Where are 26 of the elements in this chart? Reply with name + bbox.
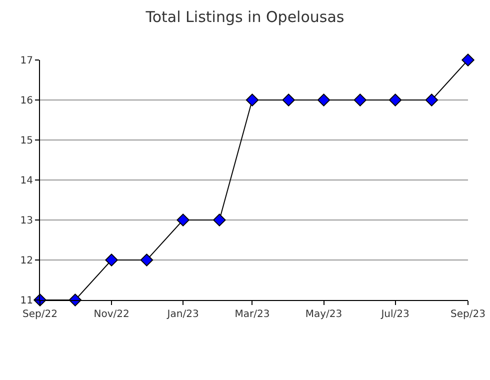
point xyxy=(354,94,366,106)
x-tick-label: Mar/23 xyxy=(234,309,270,320)
y-tick-label: 17 xyxy=(20,56,33,66)
point xyxy=(140,254,154,266)
point xyxy=(317,94,330,106)
y-tick-label: 13 xyxy=(20,216,33,226)
y-tick-label: 16 xyxy=(20,96,33,106)
point xyxy=(462,54,474,66)
x-tick-label: Jul/23 xyxy=(380,309,410,320)
x-tick-label: Nov/22 xyxy=(94,309,130,320)
chart-title: Total Listings in Opelousas xyxy=(144,8,344,26)
y-tick-label: 12 xyxy=(20,256,33,266)
y-tick-label: 15 xyxy=(20,136,33,146)
x-tick-label: May/23 xyxy=(305,309,342,320)
x-tick-label: Jan/23 xyxy=(166,309,199,320)
x-tick-label: Sep/22 xyxy=(22,309,58,320)
point xyxy=(425,94,438,106)
point xyxy=(282,94,295,106)
y-tick-label: 14 xyxy=(20,176,33,186)
point xyxy=(105,254,118,266)
point xyxy=(213,214,226,226)
y-tick-label: 11 xyxy=(20,296,33,306)
point xyxy=(388,94,402,106)
x-tick-label: Sep/23 xyxy=(450,309,486,320)
point xyxy=(176,214,190,226)
point xyxy=(246,94,259,106)
